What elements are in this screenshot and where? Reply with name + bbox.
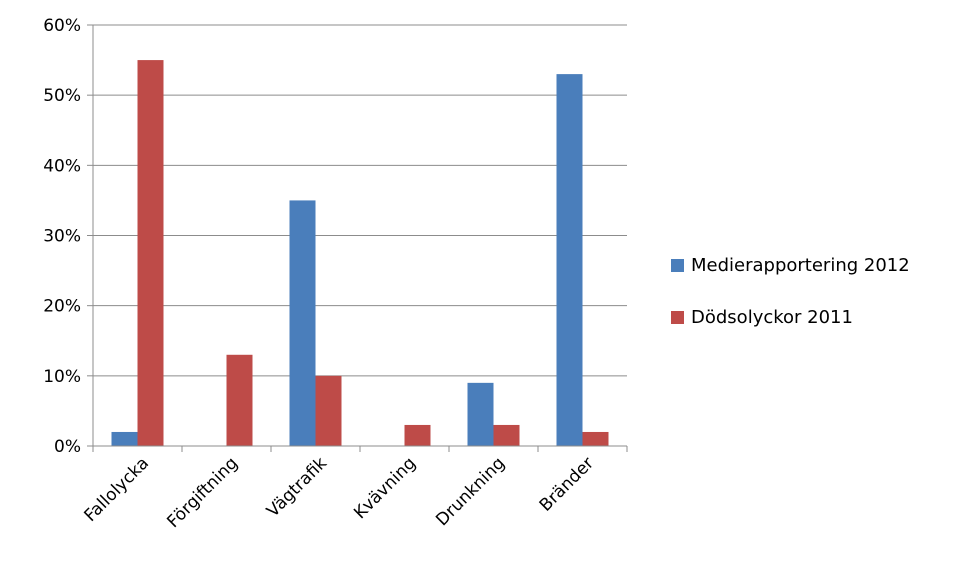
bar-dodsolyckor (137, 60, 164, 446)
bar-dodsolyckor (582, 431, 609, 446)
bar-medierapportering (556, 74, 583, 446)
bar-dodsolyckor (404, 424, 431, 446)
x-tick-label: Kvävning (350, 453, 420, 523)
x-tick-label: Förgiftning (163, 453, 242, 532)
gridlines (93, 24, 627, 447)
legend-swatch (671, 259, 684, 272)
x-axis-ticks: Fallolycka Förgiftning Vägtrafik Kvävning Dr… (81, 446, 628, 532)
bar-medierapportering (111, 431, 138, 446)
legend-label: Medierapportering 2012 (691, 255, 910, 276)
y-tick-label: 50% (43, 86, 81, 106)
x-tick-label: Fallolycka (81, 453, 154, 526)
y-tick-label: 0% (54, 437, 81, 457)
bars (111, 60, 609, 446)
y-tick-label: 20% (43, 297, 81, 317)
x-tick-label: Drunkning (432, 453, 509, 530)
y-tick-label: 30% (43, 227, 81, 247)
y-tick-label: 40% (43, 156, 81, 176)
x-tick-label: Vägtrafik (263, 453, 331, 521)
x-tick-label: Bränder (536, 453, 598, 515)
bar-dodsolyckor (226, 354, 253, 446)
bar-dodsolyckor (493, 424, 520, 446)
y-axis-ticks: 0% 10% 20% 30% 40% 50% 60% (43, 16, 93, 457)
legend: Medierapportering 2012 Dödsolyckor 2011 (671, 255, 910, 328)
legend-label: Dödsolyckor 2011 (691, 307, 853, 328)
legend-swatch (671, 311, 684, 324)
y-tick-label: 10% (43, 367, 81, 387)
bar-medierapportering (289, 200, 316, 446)
y-tick-label: 60% (43, 16, 81, 36)
bar-medierapportering (467, 382, 494, 446)
bar-dodsolyckor (315, 375, 342, 446)
